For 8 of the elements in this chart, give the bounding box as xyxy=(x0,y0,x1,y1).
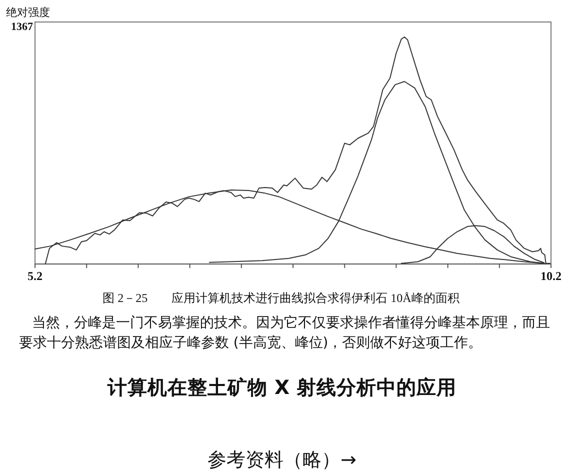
text: 图 2－25 应用计算机技术进行曲线拟合求得伊利石 10Å峰的面积 xyxy=(102,291,460,305)
text: 1367 xyxy=(11,21,34,33)
text: 计算机在整土矿物 X 射线分析中的应用 xyxy=(106,375,458,401)
text: 参考资料（略）→ xyxy=(206,448,358,473)
x-tick-label: 5.2 xyxy=(28,269,42,283)
y-axis-title: 绝对强度 xyxy=(6,6,50,19)
text: 当然，分峰是一门不易掌握的技术。因为它不仅要求操作者懂得分峰基本原理，而且要求十分熟悉谱图及相应子峰参数 (半高宽、峰位)，否则做不好这项工作。 xyxy=(19,314,551,353)
x-tick-label: 10.2 xyxy=(540,269,562,283)
